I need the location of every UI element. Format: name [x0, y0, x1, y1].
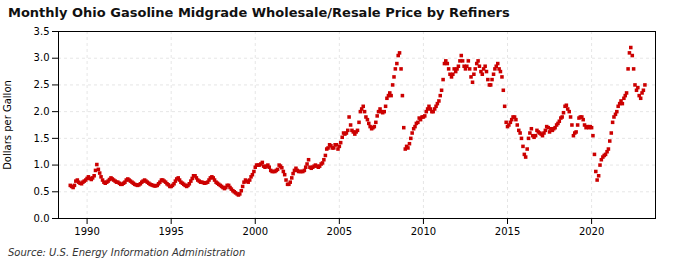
svg-text:1.5: 1.5 — [34, 133, 50, 144]
svg-text:3.5: 3.5 — [34, 26, 50, 37]
svg-text:2010: 2010 — [411, 226, 436, 237]
svg-text:2.0: 2.0 — [34, 106, 50, 117]
svg-text:2.5: 2.5 — [34, 79, 50, 90]
svg-text:2015: 2015 — [495, 226, 520, 237]
svg-text:2020: 2020 — [579, 226, 604, 237]
svg-text:Dollars per Gallon: Dollars per Gallon — [2, 80, 13, 170]
svg-text:1.0: 1.0 — [34, 159, 50, 170]
svg-text:1990: 1990 — [74, 226, 99, 237]
html-text:Source: U.S. Energy Informatio: Source: U.S. Energy Information Administ… — [8, 247, 246, 258]
svg-text:2000: 2000 — [243, 226, 268, 237]
html-text:Monthly Ohio Gasoline Midgrade: Monthly Ohio Gasoline Midgrade Wholesale… — [8, 5, 510, 20]
svg-text:3.0: 3.0 — [34, 52, 50, 63]
svg-text:0.0: 0.0 — [34, 213, 50, 224]
svg-text:1995: 1995 — [158, 226, 183, 237]
svg-text:2005: 2005 — [327, 226, 352, 237]
svg-text:0.5: 0.5 — [34, 186, 50, 197]
